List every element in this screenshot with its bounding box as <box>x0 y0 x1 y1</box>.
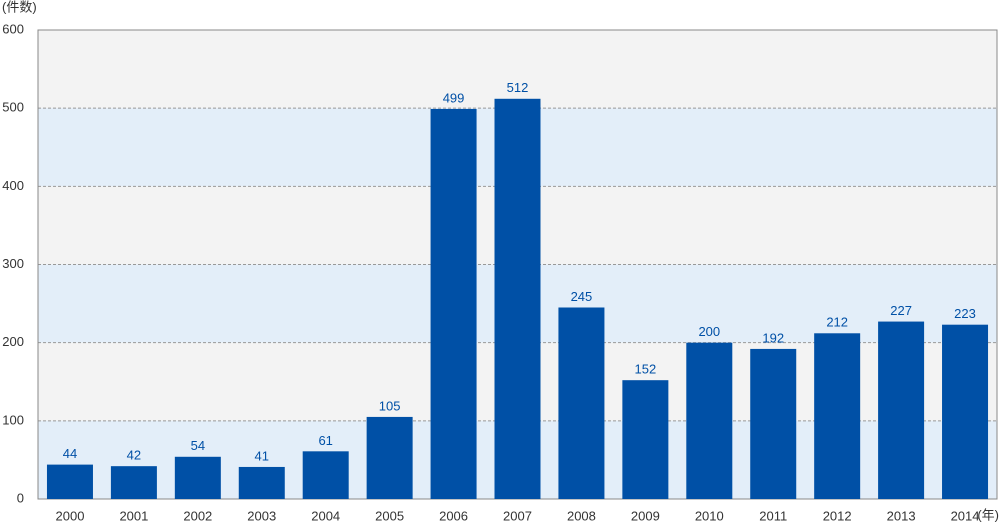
value-label: 44 <box>63 446 77 461</box>
value-label: 152 <box>635 362 657 377</box>
value-label: 54 <box>191 438 205 453</box>
value-label: 105 <box>379 398 401 413</box>
y-tick-label: 100 <box>2 412 24 427</box>
bar <box>366 416 413 499</box>
value-label: 61 <box>318 433 332 448</box>
bar <box>750 348 797 499</box>
bar <box>686 342 733 499</box>
x-tick-label: 2005 <box>375 508 404 522</box>
bar <box>174 456 221 499</box>
value-label: 192 <box>762 330 784 345</box>
x-tick-label: 2002 <box>183 508 212 522</box>
x-tick-label: 2010 <box>695 508 724 522</box>
x-tick-label: 2014 <box>951 508 980 522</box>
value-label: 41 <box>255 448 269 463</box>
x-tick-label: 2011 <box>759 508 787 522</box>
bar <box>430 108 477 499</box>
x-tick-label: 2006 <box>439 508 468 522</box>
y-tick-label: 300 <box>2 256 24 271</box>
x-tick-label: 2001 <box>119 508 148 522</box>
value-label: 499 <box>443 90 465 105</box>
value-label: 512 <box>507 80 529 95</box>
y-axis-label: (件数) <box>2 0 37 14</box>
bar <box>942 324 989 499</box>
y-tick-label: 500 <box>2 100 24 115</box>
x-tick-label: 2009 <box>631 508 660 522</box>
bar <box>622 380 669 499</box>
x-tick-label: 2007 <box>503 508 532 522</box>
x-tick-label: 2012 <box>823 508 852 522</box>
bar <box>814 333 861 499</box>
y-tick-label: 600 <box>2 21 24 36</box>
value-label: 245 <box>571 289 593 304</box>
x-tick-label: 2000 <box>56 508 85 522</box>
value-label: 223 <box>954 306 976 321</box>
y-tick-label: 200 <box>2 334 24 349</box>
value-label: 42 <box>127 448 141 463</box>
bar <box>46 464 93 499</box>
x-tick-label: 2008 <box>567 508 596 522</box>
y-tick-label: 0 <box>17 490 24 505</box>
bar <box>494 98 541 499</box>
value-label: 212 <box>826 315 848 330</box>
bar <box>558 307 605 499</box>
x-tick-label: 2013 <box>887 508 916 522</box>
x-axis-label: (年) <box>977 507 999 522</box>
value-label: 200 <box>698 324 720 339</box>
y-tick-label: 400 <box>2 178 24 193</box>
bar <box>302 451 349 499</box>
bar <box>878 321 925 499</box>
value-label: 227 <box>890 303 912 318</box>
bar <box>110 466 157 499</box>
bar <box>238 466 285 499</box>
x-tick-label: 2003 <box>247 508 276 522</box>
x-tick-label: 2004 <box>311 508 340 522</box>
